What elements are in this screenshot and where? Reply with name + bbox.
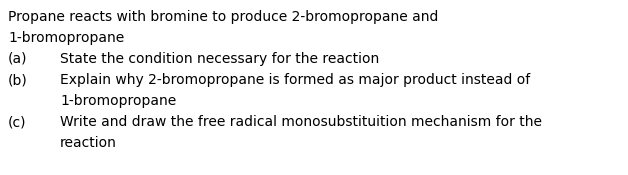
Text: Propane reacts with bromine to produce 2-bromopropane and: Propane reacts with bromine to produce 2… — [8, 10, 438, 24]
Text: reaction: reaction — [60, 136, 117, 150]
Text: (a): (a) — [8, 52, 28, 66]
Text: 1-bromopropane: 1-bromopropane — [60, 94, 176, 108]
Text: (c): (c) — [8, 115, 26, 129]
Text: Explain why 2-bromopropane is formed as major product instead of: Explain why 2-bromopropane is formed as … — [60, 73, 530, 87]
Text: (b): (b) — [8, 73, 28, 87]
Text: State the condition necessary for the reaction: State the condition necessary for the re… — [60, 52, 379, 66]
Text: 1-bromopropane: 1-bromopropane — [8, 31, 124, 45]
Text: Write and draw the free radical monosubstituition mechanism for the: Write and draw the free radical monosubs… — [60, 115, 542, 129]
